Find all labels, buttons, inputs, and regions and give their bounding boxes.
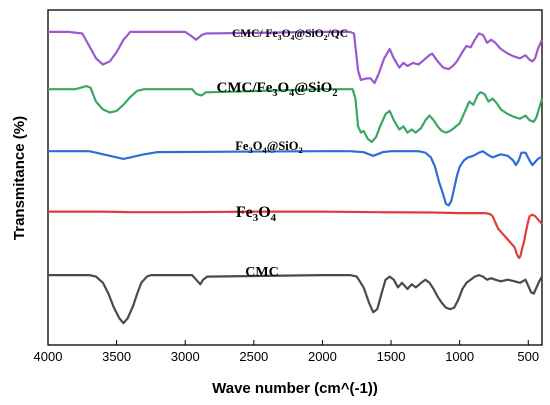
series-label-fe: Fe3O4 (236, 204, 277, 224)
series-line-qc (48, 30, 544, 85)
x-axis-title: Wave number (cm^(-1)) (212, 380, 378, 397)
series-label-cmcfe: CMC/Fe3O4@SiO2 (217, 80, 338, 99)
x-tick-label: 3500 (102, 349, 131, 364)
series-line-fe (48, 210, 543, 260)
x-axis-ticks: 4000 3500 3000 2500 2000 1500 1000 500 (34, 340, 539, 364)
y-axis-title: Transmitance (%) (11, 116, 28, 240)
x-tick-label: 2500 (239, 349, 268, 364)
series-line-fesi (48, 150, 542, 207)
x-tick-label: 1500 (377, 349, 406, 364)
x-tick-label: 1000 (445, 349, 474, 364)
series-line-cmcfe (48, 85, 544, 143)
plot-frame (47, 9, 543, 346)
x-tick-label: 2000 (308, 349, 337, 364)
series-label-qc: CMC/ Fe3O4@SiO2/QC (232, 28, 348, 42)
series-layer (48, 30, 544, 325)
series-annotations: CMC/ Fe3O4@SiO2/QC CMC/Fe3O4@SiO2 Fe3O4@Si… (217, 28, 348, 280)
x-tick-label: 4000 (34, 349, 63, 364)
x-tick-label: 500 (517, 349, 539, 364)
series-line-cmc (48, 274, 543, 325)
series-label-fesi: Fe3O4@SiO2 (235, 139, 302, 155)
x-tick-label: 3000 (171, 349, 200, 364)
series-label-cmc: CMC (245, 265, 278, 280)
